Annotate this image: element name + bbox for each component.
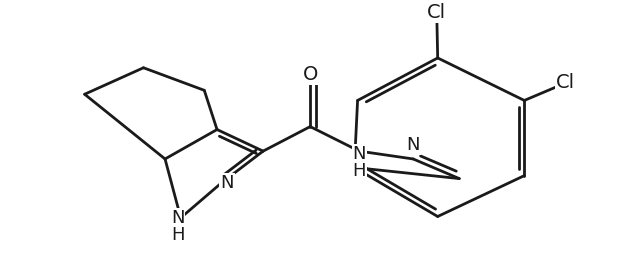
Text: O: O <box>303 65 318 84</box>
Text: N: N <box>171 209 184 227</box>
Text: Cl: Cl <box>556 73 575 92</box>
Text: N: N <box>220 174 234 192</box>
Text: H: H <box>353 162 366 180</box>
Text: Cl: Cl <box>427 3 446 22</box>
Text: N: N <box>353 145 366 163</box>
Text: N: N <box>406 136 420 154</box>
Text: H: H <box>171 227 184 244</box>
